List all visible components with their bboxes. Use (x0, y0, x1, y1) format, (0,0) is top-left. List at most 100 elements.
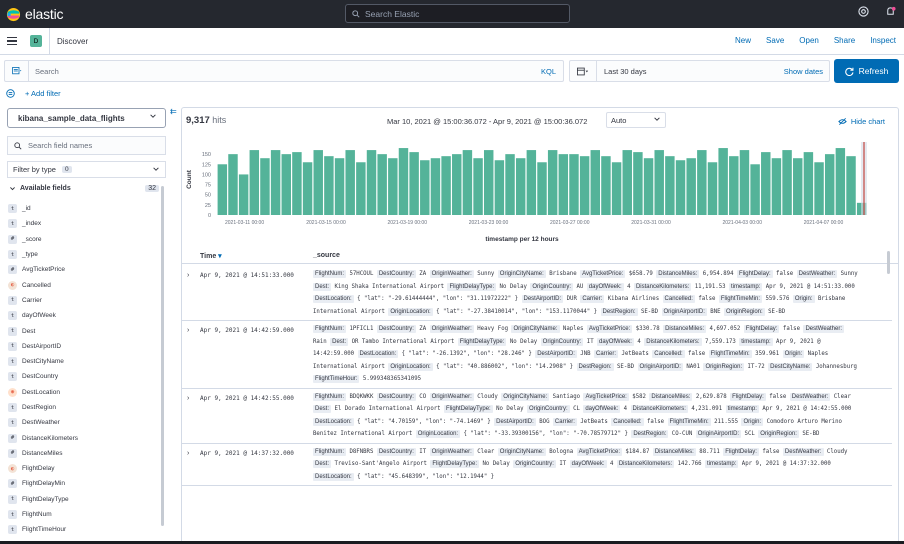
field-item[interactable]: ◐ FlightDelay (8, 461, 158, 476)
source-field-value: $658.79 (625, 271, 657, 277)
source-field-key: DistanceMiles: (656, 270, 700, 278)
field-name: FlightDelayType (22, 495, 69, 503)
expand-row-icon[interactable]: › (187, 327, 190, 334)
field-item[interactable]: t Dest (8, 323, 158, 338)
index-pattern-selector[interactable]: kibana_sample_data_flights (7, 108, 166, 128)
histogram-bar (835, 148, 846, 215)
elastic-logo[interactable]: elastic (6, 6, 63, 22)
field-item[interactable]: t FlightNum (8, 507, 158, 522)
histogram-bar (505, 154, 515, 215)
string-type-icon: t (8, 525, 17, 535)
available-fields-header[interactable]: Available fields 32 (9, 185, 159, 192)
field-item[interactable]: t _type (8, 247, 158, 262)
field-item[interactable]: ◉ DestLocation (8, 385, 158, 400)
open-link[interactable]: Open (799, 36, 819, 45)
table-row[interactable]: › Apr 9, 2021 @ 14:42:59.000 FlightNum: 1P… (182, 321, 892, 389)
field-item[interactable]: t Carrier (8, 293, 158, 308)
field-item[interactable]: # DistanceKilometers (8, 430, 158, 445)
field-item[interactable]: t _id (8, 201, 158, 216)
field-item[interactable]: t DestCityName (8, 354, 158, 369)
help-icon[interactable] (858, 6, 869, 17)
field-item[interactable]: t DestRegion (8, 400, 158, 415)
histogram-bar (739, 150, 750, 215)
time-column-header[interactable]: Time ▾ (200, 252, 222, 260)
source-field-value: SE-BD (798, 431, 820, 437)
table-row[interactable]: › Apr 9, 2021 @ 14:51:33.000 FlightNum: 57… (182, 266, 892, 321)
filter-by-type-button[interactable]: Filter by type 0 (7, 161, 166, 178)
histogram-bar (302, 162, 313, 215)
histogram-bar (750, 164, 760, 215)
inspect-link[interactable]: Inspect (870, 36, 896, 45)
field-item[interactable]: # AvgTicketPrice (8, 262, 158, 277)
collapse-sidebar-icon[interactable]: ⇇ (170, 107, 177, 116)
histogram-bar (260, 158, 270, 215)
source-field-value: Apr 9, 2021 @ 14:51:33.000 (762, 283, 855, 290)
new-link[interactable]: New (735, 36, 752, 45)
calendar-icon[interactable] (570, 61, 597, 81)
expand-row-icon[interactable]: › (187, 272, 190, 279)
notifications-icon[interactable] (885, 6, 896, 17)
field-item[interactable]: # _score (8, 232, 158, 247)
sidebar-scrollbar[interactable] (161, 186, 164, 526)
histogram-bar (313, 150, 323, 215)
kql-toggle[interactable]: KQL (540, 66, 556, 76)
menu-icon[interactable] (7, 35, 17, 48)
saved-query-icon[interactable] (5, 61, 29, 81)
global-search-placeholder: Search Elastic (365, 8, 420, 19)
save-link[interactable]: Save (766, 36, 785, 45)
field-search-placeholder: Search field names (28, 141, 93, 150)
table-row[interactable]: › Apr 9, 2021 @ 14:37:32.000 FlightNum: D8… (182, 444, 892, 486)
histogram-bar (590, 150, 601, 215)
expand-row-icon[interactable]: › (187, 394, 190, 402)
source-field-value: Treviso-Sant'Angelo Airport (331, 461, 431, 467)
interval-select[interactable]: Auto (606, 112, 666, 128)
field-item[interactable]: t FlightTimeHour (8, 522, 158, 537)
field-item[interactable]: t DestAirportID (8, 339, 158, 354)
interval-value: Auto (611, 115, 627, 125)
histogram-bar (537, 162, 547, 215)
field-search-input[interactable]: Search field names (7, 136, 166, 155)
field-item[interactable]: ◐ Cancelled (8, 277, 158, 292)
field-item[interactable]: t DestCountry (8, 369, 158, 384)
source-field-value: SE-BD (637, 308, 662, 315)
histogram-bar (366, 150, 377, 215)
histogram-chart[interactable]: 0 25 50 75 100 125 150 Count 2021-03-11 00:00 202… (182, 134, 899, 249)
field-item[interactable]: t DestWeather (8, 415, 158, 430)
global-search-input[interactable]: Search Elastic (345, 4, 570, 23)
app-navbar: D Discover New Save Open Share Inspect (0, 27, 904, 55)
source-field-value: Brisbane (545, 271, 581, 277)
source-field-key: Dest: (313, 405, 332, 413)
doc-table-scrollbar[interactable] (887, 251, 890, 274)
source-field-value: Clear (473, 448, 498, 455)
field-item[interactable]: # DistanceMiles (8, 446, 158, 461)
source-field-key: DestWeather: (782, 447, 824, 456)
field-item[interactable]: # FlightDelayMin (8, 476, 158, 491)
time-column-label: Time (200, 253, 217, 260)
source-field-key: OriginAirportID: (695, 430, 742, 438)
field-item[interactable]: t _index (8, 216, 158, 231)
expand-row-icon[interactable]: › (187, 449, 190, 457)
field-item[interactable]: t FlightDelayType (8, 492, 158, 507)
histogram-bar (814, 162, 824, 215)
chevron-down-icon (654, 117, 660, 121)
histogram-bar (675, 160, 686, 215)
query-input[interactable]: Search KQL (4, 60, 564, 82)
space-avatar[interactable]: D (30, 35, 42, 47)
hide-chart-button[interactable]: Hide chart (838, 117, 885, 126)
refresh-button[interactable]: Refresh (834, 59, 899, 83)
source-field-value: Apr 9, 2021 @ 14:42:59.000 (313, 338, 821, 358)
share-link[interactable]: Share (833, 36, 856, 45)
add-filter-button[interactable]: + Add filter (25, 88, 61, 98)
date-picker[interactable]: Last 30 days Show dates (569, 60, 830, 82)
histogram-bar (228, 154, 238, 215)
field-item[interactable]: t dayOfWeek (8, 308, 158, 323)
navbar-divider (49, 27, 50, 55)
sort-desc-icon[interactable]: ▾ (218, 253, 222, 260)
show-dates-link[interactable]: Show dates (783, 66, 823, 76)
table-row[interactable]: › Apr 9, 2021 @ 14:42:55.000 FlightNum: BD… (182, 389, 892, 444)
source-field-value: Sunny (837, 271, 858, 277)
filter-options-icon[interactable] (6, 88, 15, 98)
histogram-bar (494, 160, 505, 215)
string-type-icon: t (8, 204, 17, 214)
row-timestamp: Apr 9, 2021 @ 14:37:32.000 (200, 449, 294, 457)
